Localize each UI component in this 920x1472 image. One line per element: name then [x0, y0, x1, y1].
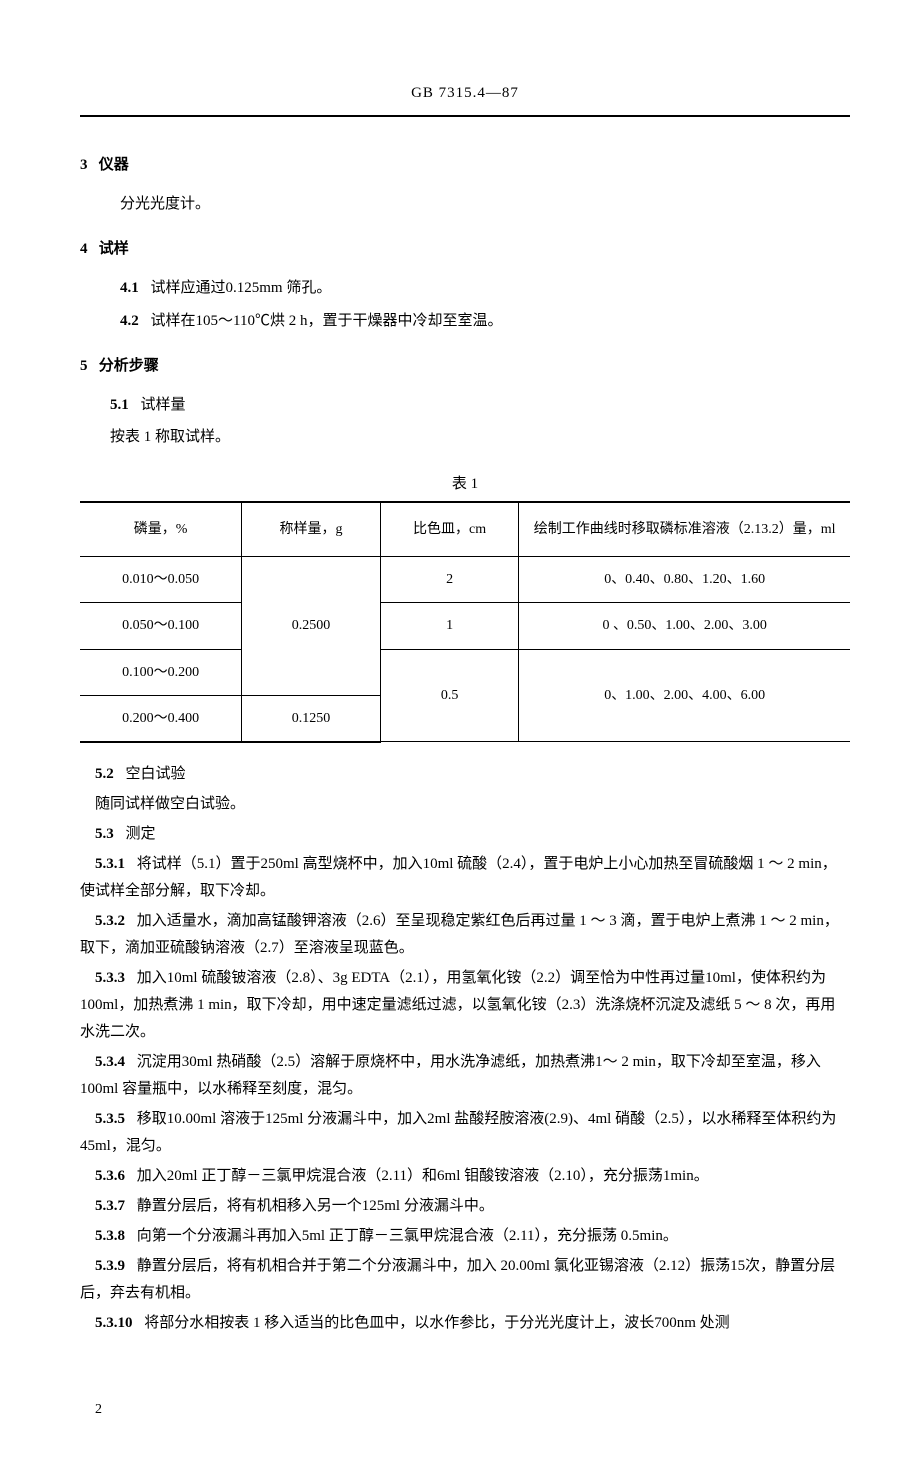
- section-5-1-content: 按表 1 称取试样。: [110, 424, 850, 451]
- text-5-3-1: 将试样（5.1）置于250ml 高型烧杯中，加入10ml 硫酸（2.4），置于电…: [80, 856, 837, 899]
- table-cell: 0.2500: [242, 557, 381, 696]
- item-4-1-num: 4.1: [120, 280, 139, 296]
- num-5-3-4: 5.3.4: [95, 1054, 125, 1070]
- text-5-3-6: 加入20ml 正丁醇－三氯甲烷混合液（2.11）和6ml 钼酸铵溶液（2.10）…: [137, 1168, 709, 1184]
- table-cell: 0.1250: [242, 695, 381, 742]
- text-5-3-4: 沉淀用30ml 热硝酸（2.5）溶解于原烧杯中，用水洗净滤纸，加热煮沸1～ 2 …: [80, 1054, 821, 1097]
- num-5-3-6: 5.3.6: [95, 1168, 125, 1184]
- text-5-3-9: 静置分层后，将有机相合并于第二个分液漏斗中，加入 20.00ml 氯化亚锡溶液（…: [80, 1258, 835, 1301]
- table-cell: 0、1.00、2.00、4.00、6.00: [519, 649, 850, 742]
- table-caption: 表 1: [80, 471, 850, 498]
- section-5-3-8: 5.3.8 向第一个分液漏斗再加入5ml 正丁醇－三氯甲烷混合液（2.11），充…: [80, 1223, 850, 1250]
- section-5-2: 5.2 空白试验: [80, 761, 850, 788]
- section-5-3-7: 5.3.7 静置分层后，将有机相移入另一个125ml 分液漏斗中。: [80, 1193, 850, 1220]
- table-header-row: 磷量，% 称样量，g 比色皿，cm 绘制工作曲线时移取磷标准溶液（2.13.2）…: [80, 502, 850, 557]
- section-5-1-title: 试样量: [141, 397, 186, 413]
- section-5-3-num: 5.3: [95, 826, 114, 842]
- section-3-num: 3: [80, 157, 88, 173]
- table-cell: 0.5: [380, 649, 519, 742]
- section-4-num: 4: [80, 241, 88, 257]
- section-5-1: 5.1 试样量: [110, 392, 850, 419]
- num-5-3-10: 5.3.10: [95, 1315, 133, 1331]
- num-5-3-1: 5.3.1: [95, 856, 125, 872]
- section-5-3-4: 5.3.4 沉淀用30ml 热硝酸（2.5）溶解于原烧杯中，用水洗净滤纸，加热煮…: [80, 1049, 850, 1103]
- text-5-3-2: 加入适量水，滴加高锰酸钾溶液（2.6）至呈现稳定紫红色后再过量 1 ～ 3 滴，…: [80, 913, 839, 956]
- section-5-3: 5.3 测定: [80, 821, 850, 848]
- text-5-3-5: 移取10.00ml 溶液于125ml 分液漏斗中，加入2ml 盐酸羟胺溶液(2.…: [80, 1111, 836, 1154]
- num-5-3-7: 5.3.7: [95, 1198, 125, 1214]
- item-4-1-text: 试样应通过0.125mm 筛孔。: [151, 280, 332, 296]
- section-5-2-num: 5.2: [95, 766, 114, 782]
- section-5-1-num: 5.1: [110, 397, 129, 413]
- table-1: 磷量，% 称样量，g 比色皿，cm 绘制工作曲线时移取磷标准溶液（2.13.2）…: [80, 501, 850, 743]
- num-5-3-2: 5.3.2: [95, 913, 125, 929]
- item-4-1: 4.1 试样应通过0.125mm 筛孔。: [120, 275, 850, 302]
- table-col-1: 磷量，%: [80, 502, 242, 557]
- text-5-3-10: 将部分水相按表 1 移入适当的比色皿中，以水作参比，于分光光度计上，波长700n…: [144, 1315, 729, 1331]
- section-3-content: 分光光度计。: [120, 191, 850, 218]
- table-cell: 0.010～0.050: [80, 557, 242, 603]
- section-5-2-title: 空白试验: [126, 766, 186, 782]
- section-5-3-6: 5.3.6 加入20ml 正丁醇－三氯甲烷混合液（2.11）和6ml 钼酸铵溶液…: [80, 1163, 850, 1190]
- num-5-3-5: 5.3.5: [95, 1111, 125, 1127]
- table-cell: 1: [380, 603, 519, 649]
- section-5-title: 5 分析步骤: [80, 353, 850, 380]
- text-5-3-7: 静置分层后，将有机相移入另一个125ml 分液漏斗中。: [137, 1198, 494, 1214]
- section-5-3-3: 5.3.3 加入10ml 硫酸铍溶液（2.8）、3g EDTA（2.1），用氢氧…: [80, 965, 850, 1046]
- table-row: 0.010～0.050 0.2500 2 0、0.40、0.80、1.20、1.…: [80, 557, 850, 603]
- section-5-3-title: 测定: [126, 826, 156, 842]
- section-5-num: 5: [80, 358, 88, 374]
- section-4-title: 4 试样: [80, 236, 850, 263]
- section-5-3-9: 5.3.9 静置分层后，将有机相合并于第二个分液漏斗中，加入 20.00ml 氯…: [80, 1253, 850, 1307]
- table-row: 0.100～0.200 0.5 0、1.00、2.00、4.00、6.00: [80, 649, 850, 695]
- section-5-3-10: 5.3.10 将部分水相按表 1 移入适当的比色皿中，以水作参比，于分光光度计上…: [80, 1310, 850, 1337]
- page-number: 2: [95, 1397, 850, 1422]
- num-5-3-3: 5.3.3: [95, 970, 125, 986]
- text-5-3-8: 向第一个分液漏斗再加入5ml 正丁醇－三氯甲烷混合液（2.11），充分振荡 0.…: [137, 1228, 678, 1244]
- table-col-2: 称样量，g: [242, 502, 381, 557]
- section-5-label: 分析步骤: [99, 358, 159, 374]
- table-cell: 0 、0.50、1.00、2.00、3.00: [519, 603, 850, 649]
- section-5-3-5: 5.3.5 移取10.00ml 溶液于125ml 分液漏斗中，加入2ml 盐酸羟…: [80, 1106, 850, 1160]
- table-cell: 0、0.40、0.80、1.20、1.60: [519, 557, 850, 603]
- section-5-2-content: 随同试样做空白试验。: [80, 791, 850, 818]
- item-4-2: 4.2 试样在105～110℃烘 2 h，置于干燥器中冷却至室温。: [120, 308, 850, 335]
- num-5-3-8: 5.3.8: [95, 1228, 125, 1244]
- text-5-3-3: 加入10ml 硫酸铍溶液（2.8）、3g EDTA（2.1），用氢氧化铵（2.2…: [80, 970, 835, 1040]
- table-cell: 2: [380, 557, 519, 603]
- table-col-3: 比色皿，cm: [380, 502, 519, 557]
- item-4-2-text: 试样在105～110℃烘 2 h，置于干燥器中冷却至室温。: [151, 313, 503, 329]
- standard-code: GB 7315.4—87: [80, 80, 850, 107]
- header-divider: [80, 115, 850, 117]
- section-5-3-2: 5.3.2 加入适量水，滴加高锰酸钾溶液（2.6）至呈现稳定紫红色后再过量 1 …: [80, 908, 850, 962]
- table-cell: 0.200～0.400: [80, 695, 242, 742]
- section-3-label: 仪器: [99, 157, 129, 173]
- section-5-3-1: 5.3.1 将试样（5.1）置于250ml 高型烧杯中，加入10ml 硫酸（2.…: [80, 851, 850, 905]
- table-cell: 0.050～0.100: [80, 603, 242, 649]
- table-row: 0.050～0.100 1 0 、0.50、1.00、2.00、3.00: [80, 603, 850, 649]
- table-cell: 0.100～0.200: [80, 649, 242, 695]
- num-5-3-9: 5.3.9: [95, 1258, 125, 1274]
- section-3-title: 3 仪器: [80, 152, 850, 179]
- item-4-2-num: 4.2: [120, 313, 139, 329]
- table-col-4: 绘制工作曲线时移取磷标准溶液（2.13.2）量，ml: [519, 502, 850, 557]
- section-4-label: 试样: [99, 241, 129, 257]
